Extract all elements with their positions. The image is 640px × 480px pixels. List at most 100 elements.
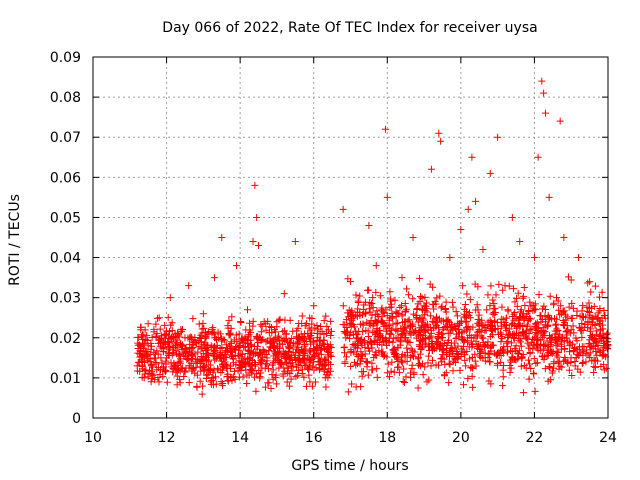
data-point [431, 345, 439, 353]
data-point [445, 379, 453, 387]
data-point [555, 365, 563, 373]
data-point [485, 377, 493, 385]
data-point [175, 352, 183, 360]
data-point [421, 321, 429, 329]
data-point [478, 346, 486, 354]
data-point [364, 371, 372, 379]
data-point [486, 302, 494, 310]
data-point [344, 313, 352, 321]
data-point [210, 274, 218, 282]
data-point [269, 366, 277, 374]
data-point [462, 312, 470, 320]
data-point [356, 320, 364, 328]
data-point [300, 347, 308, 355]
data-point [158, 332, 166, 340]
data-point [369, 294, 377, 302]
data-point [504, 338, 512, 346]
data-point [435, 324, 443, 332]
data-point [472, 362, 480, 370]
data-point [520, 284, 528, 292]
data-point [347, 322, 355, 330]
data-point [218, 337, 226, 345]
data-point [347, 278, 354, 286]
data-point [224, 377, 232, 385]
data-point [415, 274, 423, 282]
data-point [474, 283, 482, 291]
data-point [181, 368, 189, 376]
data-point [162, 357, 170, 365]
data-point [500, 343, 508, 351]
data-point [282, 330, 290, 338]
data-point [520, 389, 528, 397]
data-point [307, 326, 315, 334]
data-point [518, 354, 526, 362]
data-point [281, 316, 289, 324]
data-point [235, 373, 243, 381]
data-point [599, 330, 607, 338]
data-point [424, 326, 432, 334]
data-point [545, 193, 553, 201]
data-point [176, 379, 184, 387]
data-point [364, 327, 372, 335]
data-point [221, 336, 229, 344]
data-point [537, 329, 545, 337]
data-point [362, 309, 370, 317]
data-point [225, 330, 233, 338]
data-point [475, 352, 483, 360]
data-point [409, 347, 417, 355]
data-point [264, 317, 272, 325]
data-point [534, 153, 542, 161]
data-point [584, 319, 592, 327]
data-point [273, 318, 281, 326]
data-point [432, 300, 440, 308]
data-point [556, 117, 564, 125]
data-point [294, 324, 302, 332]
data-point [540, 356, 548, 364]
data-point [251, 373, 259, 381]
data-point [167, 335, 175, 343]
data-point [245, 331, 253, 339]
data-point [243, 380, 251, 388]
data-point [237, 358, 245, 366]
data-point [473, 301, 481, 309]
y-tick-label: 0.03 [50, 291, 81, 307]
data-point [236, 364, 244, 372]
data-point [437, 304, 445, 312]
data-point [475, 311, 483, 319]
data-point [407, 322, 415, 330]
data-point [402, 373, 410, 381]
data-point [250, 342, 258, 350]
data-point [501, 324, 509, 332]
data-point [279, 370, 287, 378]
data-point [391, 350, 399, 358]
data-point [526, 314, 534, 322]
data-point [558, 338, 566, 346]
data-point [263, 337, 271, 345]
data-point [354, 299, 362, 307]
data-point [394, 357, 402, 365]
data-point [386, 314, 394, 322]
data-point [530, 254, 538, 262]
data-point [526, 298, 534, 306]
data-point [560, 345, 568, 353]
data-point [448, 345, 456, 353]
data-point [414, 318, 422, 326]
data-point [530, 305, 538, 313]
data-point [257, 369, 265, 377]
data-point [521, 332, 529, 340]
data-point [464, 375, 472, 383]
data-point [288, 359, 296, 367]
data-point [358, 372, 366, 380]
data-point [493, 359, 501, 367]
data-point [352, 361, 360, 369]
data-point [599, 321, 607, 329]
data-point [416, 350, 424, 358]
data-point [398, 302, 406, 310]
data-point [560, 234, 568, 241]
data-point [372, 330, 380, 338]
data-point [486, 344, 494, 352]
data-point [557, 302, 565, 310]
data-point [324, 351, 332, 359]
data-point [459, 342, 467, 350]
y-tick-label: 0.05 [50, 210, 81, 226]
